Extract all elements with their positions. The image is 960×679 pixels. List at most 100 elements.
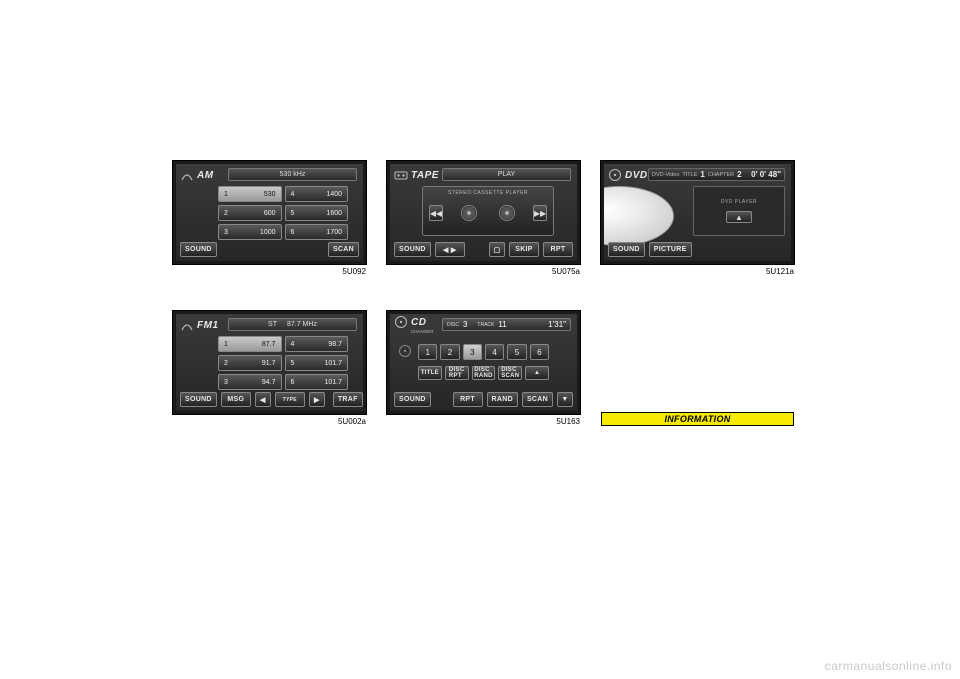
rpt-button[interactable]: RPT <box>543 242 573 257</box>
am-bottom-row: SOUND SCAN <box>180 242 359 257</box>
rand-button[interactable]: RAND <box>487 392 518 407</box>
sound-button[interactable]: SOUND <box>180 242 217 257</box>
cassette-icon <box>394 168 408 182</box>
disc-rpt-button[interactable]: DISC RPT <box>445 366 469 380</box>
watermark: carmanualsonline.info <box>825 659 952 673</box>
radio-icon <box>180 168 194 182</box>
fm-screenshot: FM1 ST 87.7 MHz 187.7 498.7 291.7 5101.7… <box>172 310 367 415</box>
title-button[interactable]: TITLE <box>418 366 442 380</box>
fm-stereo-indicator: ST <box>268 321 277 328</box>
fm-preset-2[interactable]: 291.7 <box>218 355 282 371</box>
fm-preset-3[interactable]: 394.7 <box>218 374 282 390</box>
manual-page: AM 530 kHz 1530 41400 2600 51600 31000 6… <box>0 0 960 679</box>
tape-shot-id: 5U075a <box>552 267 580 276</box>
scan-button[interactable]: SCAN <box>328 242 359 257</box>
side-button[interactable]: ◀ ▶ <box>435 242 465 257</box>
cd-badge-text: CD <box>411 317 426 328</box>
dvd-right-panel: DVD PLAYER ▲ <box>693 186 785 236</box>
am-screen: AM 530 kHz 1530 41400 2600 51600 31000 6… <box>176 164 363 261</box>
skip-button[interactable]: SKIP <box>509 242 539 257</box>
am-shot-id: 5U092 <box>342 267 366 276</box>
am-preset-1[interactable]: 1530 <box>218 186 282 202</box>
sound-button[interactable]: SOUND <box>608 242 645 257</box>
radio-icon <box>180 318 194 332</box>
fm-freq: 87.7 MHz <box>287 321 317 328</box>
tape-status: PLAY <box>498 171 515 178</box>
am-preset-4[interactable]: 41400 <box>285 186 349 202</box>
dvd-screen: DVD DVD-Video TITLE 1 CHAPTER 2 0' 0' 48… <box>604 164 791 261</box>
fm-title-strip: ST 87.7 MHz <box>228 318 357 331</box>
cd-sub-row: TITLE DISC RPT DISC RAND DISC SCAN ▲ <box>418 366 549 380</box>
dvd-chapter-label: CHAPTER <box>708 172 734 178</box>
spacer <box>435 392 449 407</box>
sound-button[interactable]: SOUND <box>180 392 217 407</box>
fm-screen: FM1 ST 87.7 MHz 187.7 498.7 291.7 5101.7… <box>176 314 363 411</box>
dvd-mode: DVD-Video <box>652 172 679 178</box>
cd-bottom-row: SOUND RPT RAND SCAN ▼ <box>394 392 573 407</box>
disc-4[interactable]: 4 <box>485 344 504 360</box>
disc-1[interactable]: 1 <box>418 344 437 360</box>
disc-rand-button[interactable]: DISC RAND <box>472 366 496 380</box>
type-next-button[interactable]: ▶ <box>309 392 325 407</box>
am-preset-6[interactable]: 61700 <box>285 224 349 240</box>
spacer <box>469 242 485 257</box>
tape-bottom-row: SOUND ◀ ▶ ▢ SKIP RPT <box>394 242 573 257</box>
disc-2[interactable]: 2 <box>440 344 459 360</box>
dvd-chapter-num: 2 <box>737 170 741 179</box>
cassette-graphic: STEREO CASSETTE PLAYER ◀◀ ▶▶ <box>422 186 554 236</box>
up-button[interactable]: ▲ <box>525 366 549 380</box>
am-badge-text: AM <box>197 170 214 181</box>
dvd-screenshot: DVD DVD-Video TITLE 1 CHAPTER 2 0' 0' 48… <box>600 160 795 265</box>
disc-6[interactable]: 6 <box>530 344 549 360</box>
am-title-strip: 530 kHz <box>228 168 357 181</box>
disc-icon <box>398 344 412 358</box>
disc-3[interactable]: 3 <box>463 344 482 360</box>
am-preset-2[interactable]: 2600 <box>218 205 282 221</box>
dvd-title-label: TITLE <box>682 172 697 178</box>
track-number: 11 <box>498 320 506 329</box>
fm-preset-6[interactable]: 6101.7 <box>285 374 349 390</box>
rpt-button[interactable]: RPT <box>453 392 483 407</box>
fastfwd-button[interactable]: ▶▶ <box>533 205 547 221</box>
disc-scan-button[interactable]: DISC SCAN <box>498 366 522 380</box>
information-label: INFORMATION <box>664 414 730 424</box>
dvd-title-strip: DVD-Video TITLE 1 CHAPTER 2 0' 0' 48" <box>648 168 785 181</box>
disc-number: 3 <box>463 320 467 329</box>
scan-button[interactable]: SCAN <box>522 392 553 407</box>
eject-button[interactable]: ▲ <box>726 211 752 223</box>
fm-preset-4[interactable]: 498.7 <box>285 336 349 352</box>
track-label: TRACK <box>477 322 494 328</box>
traf-button[interactable]: TRAF <box>333 392 363 407</box>
am-freq: 530 kHz <box>280 171 306 178</box>
spacer <box>696 242 787 257</box>
am-badge: AM <box>180 167 214 183</box>
type-prev-button[interactable]: ◀ <box>255 392 271 407</box>
dvd-title-num: 1 <box>700 170 704 179</box>
am-preset-3[interactable]: 31000 <box>218 224 282 240</box>
sound-button[interactable]: SOUND <box>394 392 431 407</box>
cd-badge-sub: CHANGER <box>411 329 434 334</box>
picture-button[interactable]: PICTURE <box>649 242 692 257</box>
down-button[interactable]: ▼ <box>557 392 573 407</box>
information-heading: INFORMATION <box>601 412 794 426</box>
dolby-button[interactable]: ▢ <box>489 242 505 257</box>
dvd-badge-text: DVD <box>625 170 648 181</box>
type-button[interactable]: TYPE <box>275 392 305 407</box>
dvd-player-label: DVD PLAYER <box>721 199 757 205</box>
tape-title-strip: PLAY <box>442 168 571 181</box>
tape-screen: TAPE PLAY STEREO CASSETTE PLAYER ◀◀ ▶▶ S… <box>390 164 577 261</box>
tape-screenshot: TAPE PLAY STEREO CASSETTE PLAYER ◀◀ ▶▶ S… <box>386 160 581 265</box>
disc-icon <box>608 168 622 182</box>
disc-5[interactable]: 5 <box>507 344 526 360</box>
dvd-bottom-row: SOUND PICTURE <box>608 242 787 257</box>
am-preset-grid: 1530 41400 2600 51600 31000 61700 <box>218 186 348 240</box>
fm-preset-5[interactable]: 5101.7 <box>285 355 349 371</box>
msg-button[interactable]: MSG <box>221 392 251 407</box>
sound-button[interactable]: SOUND <box>394 242 431 257</box>
rewind-button[interactable]: ◀◀ <box>429 205 443 221</box>
am-preset-5[interactable]: 51600 <box>285 205 349 221</box>
reel-left <box>461 205 477 221</box>
dvd-badge: DVD <box>608 167 648 183</box>
disc-row: 1 2 3 4 5 6 <box>418 344 549 360</box>
fm-preset-1[interactable]: 187.7 <box>218 336 282 352</box>
